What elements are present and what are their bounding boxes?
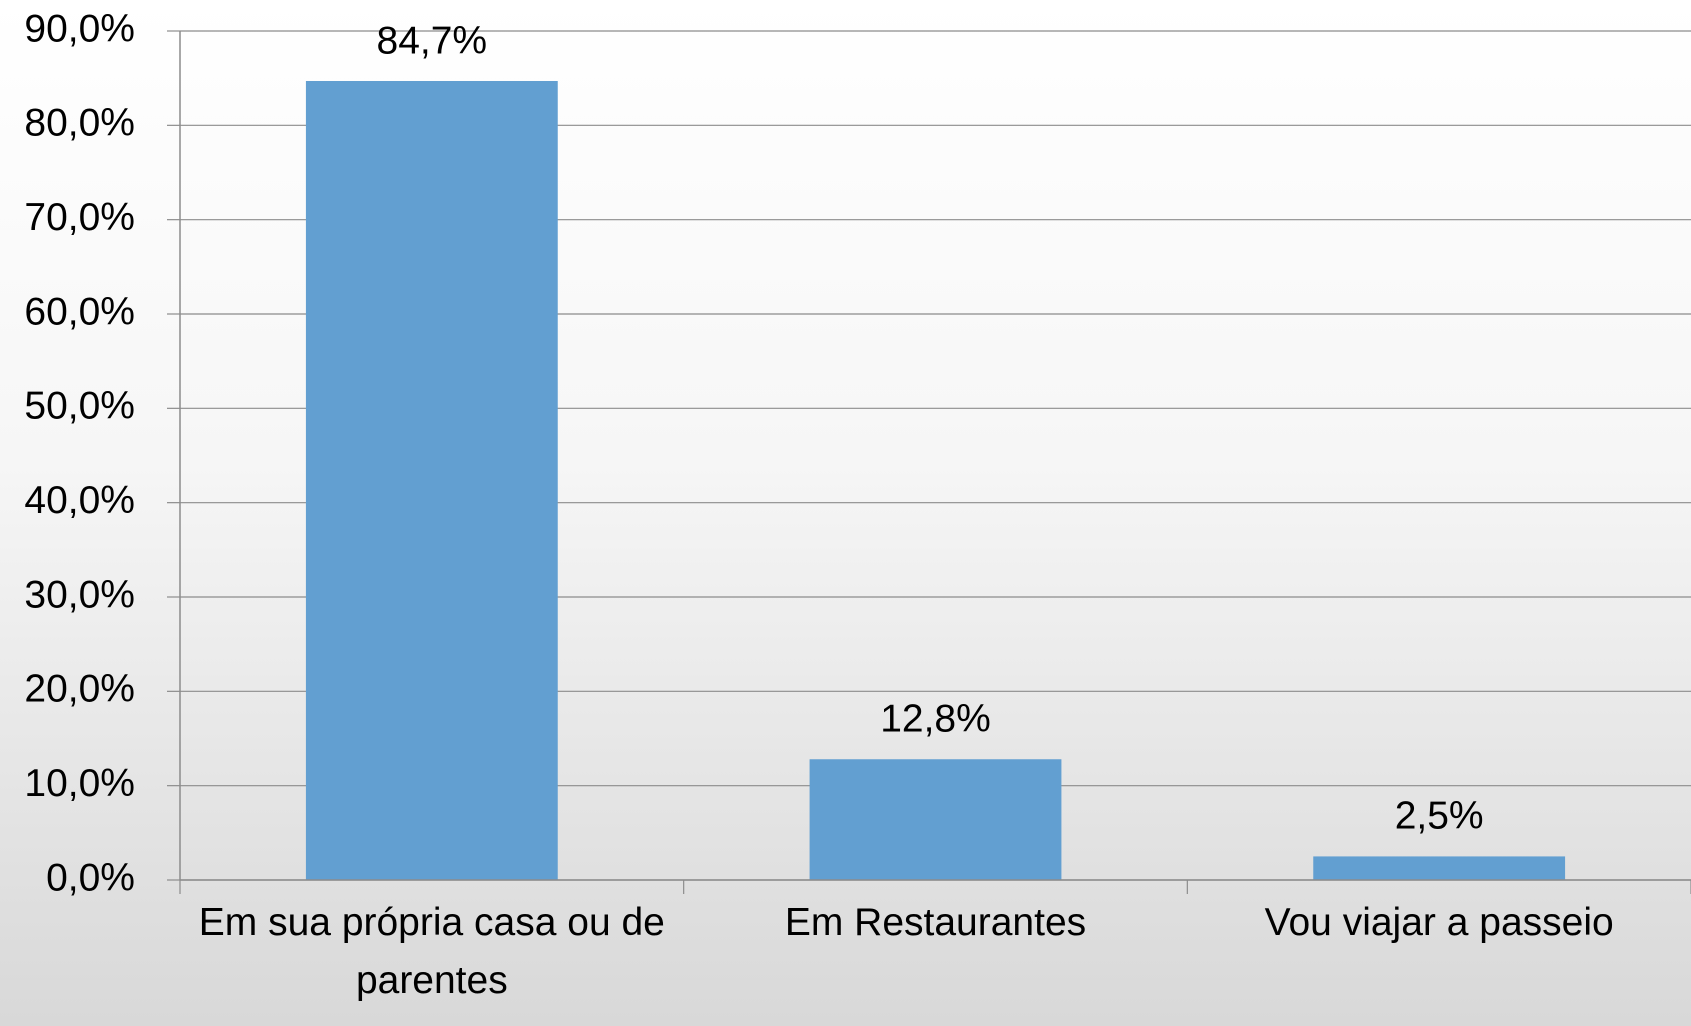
value-label: 12,8% <box>880 698 991 741</box>
value-label: 84,7% <box>377 19 488 62</box>
y-tick-label: 80,0% <box>24 102 135 145</box>
y-tick-label: 60,0% <box>24 290 135 333</box>
y-tick-label: 30,0% <box>24 573 135 616</box>
value-label: 2,5% <box>1395 795 1484 838</box>
y-tick-label: 90,0% <box>24 7 135 50</box>
x-tick-label: Em sua própria casa ou de parentes <box>198 901 665 1002</box>
y-tick-label: 50,0% <box>24 385 135 428</box>
y-tick-label: 70,0% <box>24 196 135 239</box>
x-tick-label: Em Restaurantes <box>784 901 1087 944</box>
bar <box>1313 856 1566 880</box>
y-tick-label: 20,0% <box>24 668 135 711</box>
bar <box>305 80 558 881</box>
y-tick-label: 40,0% <box>24 479 135 522</box>
bar <box>809 759 1062 880</box>
y-tick-label: 10,0% <box>24 762 135 805</box>
x-tick-label: Vou viajar a passeio <box>1264 901 1614 944</box>
y-tick-label: 0,0% <box>46 856 135 899</box>
